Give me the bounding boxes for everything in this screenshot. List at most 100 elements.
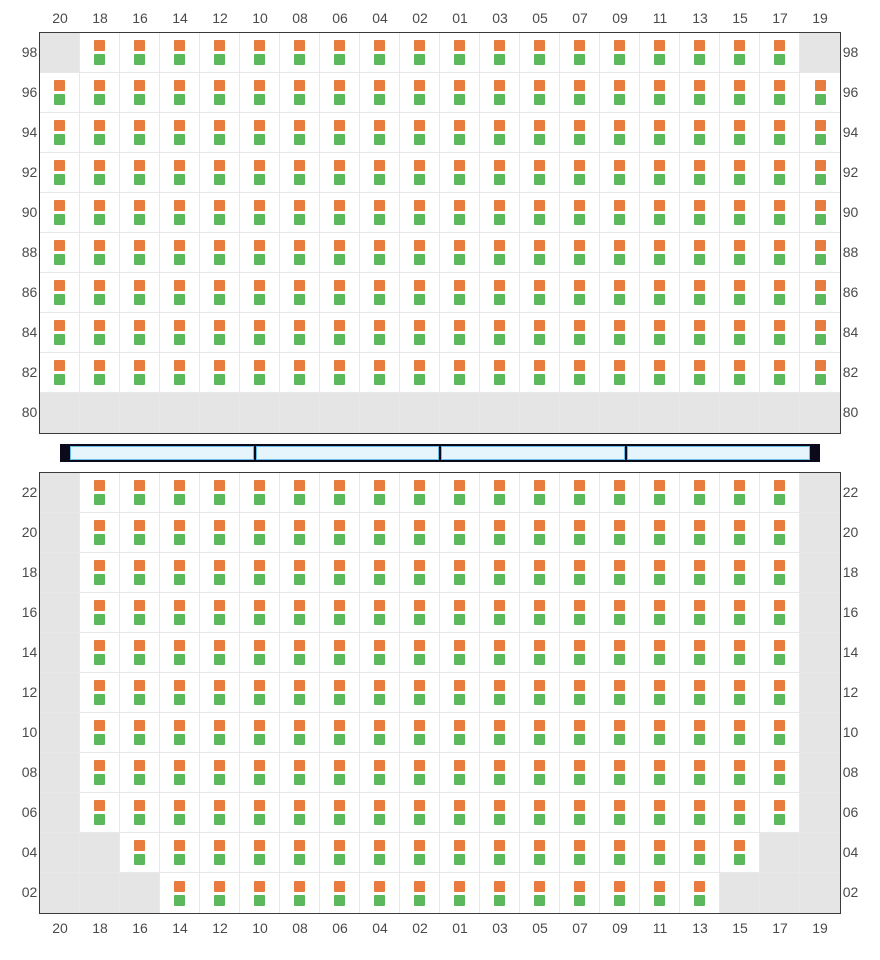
- seat-cell[interactable]: [440, 793, 480, 833]
- seat-cell[interactable]: [280, 273, 320, 313]
- seat-cell[interactable]: [480, 593, 520, 633]
- seat-cell[interactable]: [400, 513, 440, 553]
- seat-cell[interactable]: [600, 753, 640, 793]
- seat-cell[interactable]: [280, 473, 320, 513]
- seat-cell[interactable]: [520, 313, 560, 353]
- seat-cell[interactable]: [200, 633, 240, 673]
- seat-cell[interactable]: [680, 233, 720, 273]
- seat-cell[interactable]: [600, 353, 640, 393]
- seat-cell[interactable]: [480, 793, 520, 833]
- seat-cell[interactable]: [480, 153, 520, 193]
- seat-cell[interactable]: [800, 233, 840, 273]
- seat-cell[interactable]: [400, 553, 440, 593]
- seat-cell[interactable]: [680, 33, 720, 73]
- seat-cell[interactable]: [680, 673, 720, 713]
- seat-cell[interactable]: [600, 473, 640, 513]
- seat-cell[interactable]: [520, 113, 560, 153]
- seat-cell[interactable]: [640, 193, 680, 233]
- seat-cell[interactable]: [400, 833, 440, 873]
- seat-cell[interactable]: [280, 713, 320, 753]
- seat-cell[interactable]: [760, 593, 800, 633]
- seat-cell[interactable]: [280, 73, 320, 113]
- seat-cell[interactable]: [320, 833, 360, 873]
- seat-cell[interactable]: [120, 793, 160, 833]
- seat-cell[interactable]: [760, 153, 800, 193]
- seat-cell[interactable]: [600, 553, 640, 593]
- seat-cell[interactable]: [320, 673, 360, 713]
- seat-cell[interactable]: [320, 793, 360, 833]
- seat-cell[interactable]: [760, 273, 800, 313]
- seat-cell[interactable]: [480, 113, 520, 153]
- seat-cell[interactable]: [640, 753, 680, 793]
- seat-cell[interactable]: [600, 273, 640, 313]
- seat-cell[interactable]: [600, 713, 640, 753]
- seat-cell[interactable]: [120, 313, 160, 353]
- seat-cell[interactable]: [240, 153, 280, 193]
- seat-cell[interactable]: [200, 833, 240, 873]
- seat-cell[interactable]: [800, 153, 840, 193]
- seat-cell[interactable]: [280, 233, 320, 273]
- seat-cell[interactable]: [440, 873, 480, 913]
- seat-cell[interactable]: [640, 113, 680, 153]
- seat-cell[interactable]: [720, 753, 760, 793]
- seat-cell[interactable]: [520, 753, 560, 793]
- seat-cell[interactable]: [800, 353, 840, 393]
- seat-cell[interactable]: [160, 273, 200, 313]
- seat-cell[interactable]: [640, 513, 680, 553]
- seat-cell[interactable]: [720, 633, 760, 673]
- seat-cell[interactable]: [240, 833, 280, 873]
- seat-cell[interactable]: [280, 113, 320, 153]
- seat-cell[interactable]: [360, 33, 400, 73]
- seat-cell[interactable]: [80, 593, 120, 633]
- seat-cell[interactable]: [360, 153, 400, 193]
- seat-cell[interactable]: [720, 193, 760, 233]
- seat-cell[interactable]: [200, 73, 240, 113]
- seat-cell[interactable]: [680, 273, 720, 313]
- seat-cell[interactable]: [280, 33, 320, 73]
- seat-cell[interactable]: [360, 593, 400, 633]
- seat-cell[interactable]: [160, 353, 200, 393]
- seat-cell[interactable]: [720, 73, 760, 113]
- seat-cell[interactable]: [640, 273, 680, 313]
- seat-cell[interactable]: [120, 353, 160, 393]
- seat-cell[interactable]: [560, 873, 600, 913]
- seat-cell[interactable]: [480, 713, 520, 753]
- seat-cell[interactable]: [320, 553, 360, 593]
- seat-cell[interactable]: [520, 153, 560, 193]
- seat-cell[interactable]: [320, 513, 360, 553]
- seat-cell[interactable]: [280, 593, 320, 633]
- seat-cell[interactable]: [600, 193, 640, 233]
- seat-cell[interactable]: [160, 793, 200, 833]
- seat-cell[interactable]: [320, 313, 360, 353]
- seat-cell[interactable]: [360, 233, 400, 273]
- seat-cell[interactable]: [680, 753, 720, 793]
- seat-cell[interactable]: [440, 673, 480, 713]
- seat-cell[interactable]: [480, 513, 520, 553]
- seat-cell[interactable]: [720, 233, 760, 273]
- seat-cell[interactable]: [360, 633, 400, 673]
- seat-cell[interactable]: [80, 793, 120, 833]
- seat-cell[interactable]: [200, 353, 240, 393]
- seat-cell[interactable]: [160, 633, 200, 673]
- seat-cell[interactable]: [360, 873, 400, 913]
- seat-cell[interactable]: [120, 633, 160, 673]
- seat-cell[interactable]: [240, 553, 280, 593]
- seat-cell[interactable]: [320, 273, 360, 313]
- seat-cell[interactable]: [40, 313, 80, 353]
- seat-cell[interactable]: [40, 273, 80, 313]
- seat-cell[interactable]: [520, 673, 560, 713]
- seat-cell[interactable]: [440, 713, 480, 753]
- seat-cell[interactable]: [240, 633, 280, 673]
- seat-cell[interactable]: [160, 553, 200, 593]
- seat-cell[interactable]: [720, 353, 760, 393]
- seat-cell[interactable]: [520, 233, 560, 273]
- seat-cell[interactable]: [40, 113, 80, 153]
- seat-cell[interactable]: [560, 673, 600, 713]
- seat-cell[interactable]: [280, 873, 320, 913]
- seat-cell[interactable]: [520, 273, 560, 313]
- seat-cell[interactable]: [200, 513, 240, 553]
- seat-cell[interactable]: [80, 313, 120, 353]
- seat-cell[interactable]: [720, 553, 760, 593]
- seat-cell[interactable]: [440, 353, 480, 393]
- seat-cell[interactable]: [520, 73, 560, 113]
